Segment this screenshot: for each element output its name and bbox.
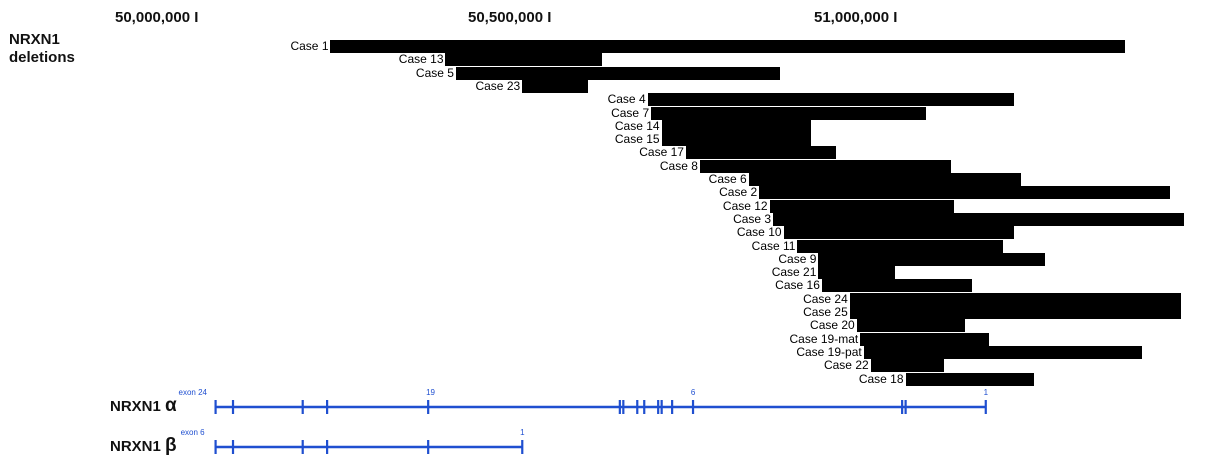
- case-label: Case 14: [614, 118, 660, 133]
- exon-mark: [214, 400, 217, 414]
- deletion-bar: [856, 319, 965, 333]
- exon-mark: [643, 400, 646, 414]
- case-label: Case 11: [751, 238, 796, 253]
- exon-mark: [427, 440, 430, 454]
- exon-mark: [301, 400, 304, 414]
- case-label: Case 12: [722, 198, 768, 213]
- deletion-bar: [860, 332, 990, 346]
- deletion-bar: [849, 292, 1181, 306]
- deletion-bar: [759, 186, 1171, 200]
- case-label: Case 6: [708, 172, 747, 186]
- deletion-bar: [445, 53, 603, 67]
- case-label: Case 19-pat: [796, 344, 862, 359]
- case-label: Case 21: [771, 265, 817, 280]
- exon-mark: [521, 440, 524, 454]
- exon-mark: [618, 400, 621, 414]
- exon-mark: [622, 400, 625, 414]
- exon-mark: [691, 400, 695, 414]
- exon-mark: [904, 400, 907, 414]
- deletion-bar: [797, 239, 1004, 253]
- case-label: Case 5: [415, 65, 454, 80]
- case-label: Case 7: [611, 105, 650, 120]
- case-label: Case 17: [639, 145, 684, 160]
- title-line1: NRXN1: [9, 31, 60, 48]
- exon-number-label: 1: [983, 388, 989, 397]
- deletion-bar: [818, 252, 1045, 266]
- exon-mark: [636, 400, 639, 414]
- title-line2: deletions: [9, 49, 75, 66]
- deletion-bar: [699, 159, 951, 173]
- deletion-bar: [522, 79, 589, 93]
- coordinate-label: 51,000,000 I: [814, 9, 898, 26]
- isoform-symbol: α: [165, 395, 177, 416]
- deletion-bar: [821, 279, 972, 293]
- exon-mark: [231, 440, 235, 454]
- exon-mark: [427, 400, 430, 414]
- deletion-bar: [870, 359, 944, 373]
- exon-mark: [301, 440, 304, 454]
- isoform-symbol: β: [165, 435, 177, 456]
- case-label: Case 9: [778, 251, 817, 266]
- deletion-bar: [647, 93, 1014, 107]
- gene-name: NRXN1 β: [110, 435, 177, 457]
- case-label: Case 20: [810, 318, 855, 333]
- deletion-bar: [661, 119, 812, 133]
- deletion-bar: [651, 106, 927, 120]
- exon-mark: [657, 400, 660, 414]
- exon-mark: [326, 400, 329, 414]
- case-label: Case 16: [775, 278, 820, 293]
- case-label: Case 13: [398, 52, 444, 67]
- exon-number-label: 19: [426, 388, 435, 397]
- gene-symbol: NRXN1: [110, 398, 161, 415]
- case-label: Case 8: [659, 158, 698, 173]
- case-label: Case 25: [803, 305, 848, 319]
- coordinate-label: 50,500,000 I: [468, 9, 552, 26]
- deletion-bar: [685, 146, 836, 160]
- deletion-bar: [661, 133, 812, 147]
- exon-number-label: exon 24: [178, 388, 207, 397]
- case-label: Case 18: [858, 371, 904, 386]
- gene-name: NRXN1 α: [110, 395, 177, 417]
- deletion-bar: [818, 266, 896, 280]
- deletion-bar: [783, 226, 1014, 240]
- case-label: Case 23: [475, 78, 521, 93]
- case-label: Case 24: [803, 291, 848, 306]
- gene-symbol: NRXN1: [110, 438, 161, 455]
- deletion-bar: [863, 345, 1143, 359]
- exon-mark: [671, 400, 674, 414]
- coordinate-label: 50,000,000 I: [115, 9, 199, 26]
- case-label: Case 15: [614, 132, 660, 147]
- exon-number-label: exon 6: [180, 428, 205, 437]
- exon-number-label: 6: [690, 388, 696, 397]
- case-label: Case 19-mat: [789, 331, 859, 346]
- deletion-bar: [455, 66, 781, 80]
- exon-mark: [326, 440, 329, 454]
- case-label: Case 1: [290, 39, 329, 53]
- deletion-bar: [769, 199, 955, 213]
- case-label: Case 4: [607, 92, 646, 107]
- deletion-bar: [748, 173, 1021, 186]
- exon-mark: [901, 400, 904, 414]
- deletion-bar: [849, 306, 1181, 319]
- case-label: Case 2: [719, 185, 758, 200]
- exon-mark: [231, 400, 235, 414]
- exon-mark: [214, 440, 217, 454]
- deletion-bar: [905, 372, 1035, 386]
- case-label: Case 3: [733, 211, 772, 226]
- case-label: Case 10: [736, 225, 782, 240]
- deletion-bar: [773, 212, 1185, 226]
- exon-mark: [660, 400, 663, 414]
- deletion-bar: [330, 40, 1126, 53]
- exon-mark: [984, 400, 987, 414]
- exon-number-label: 1: [520, 428, 525, 437]
- case-label: Case 22: [823, 358, 869, 373]
